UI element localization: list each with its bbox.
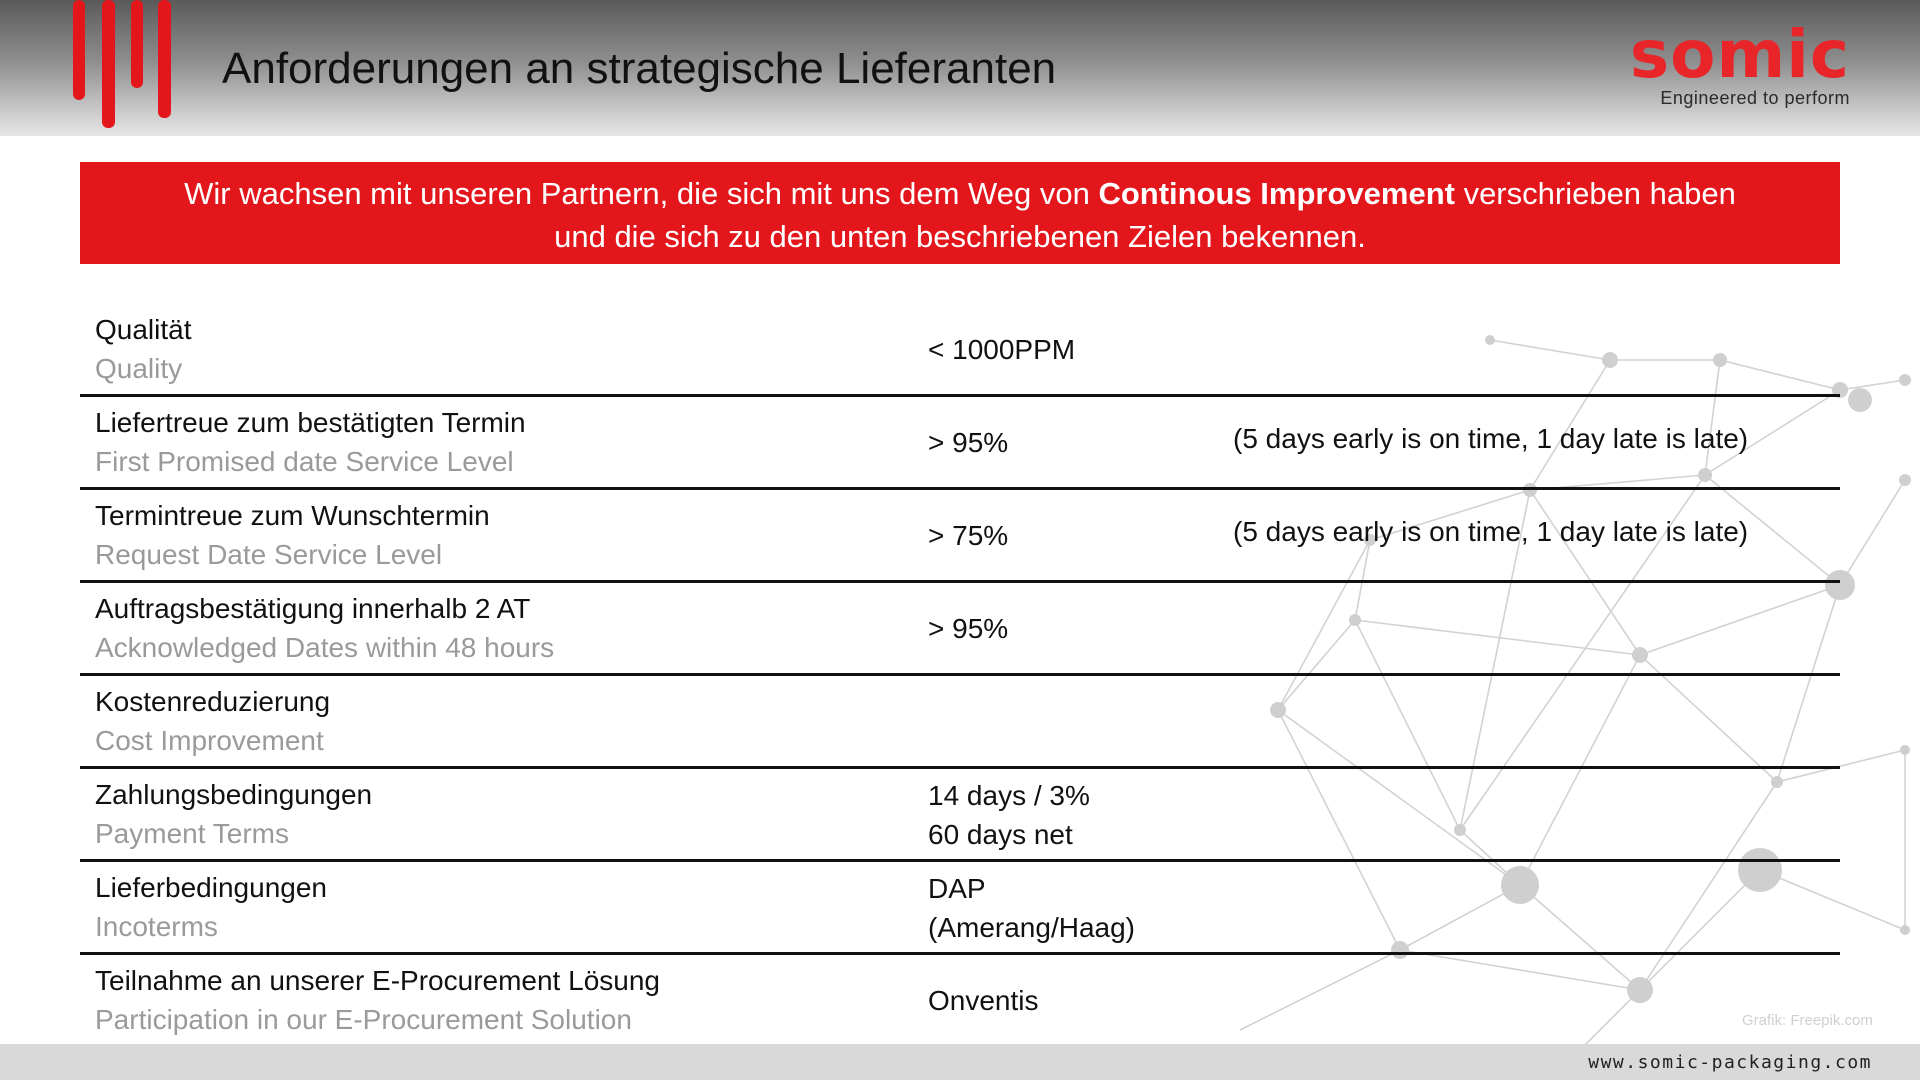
- requirement-label-de: Lieferbedingungen: [95, 872, 327, 903]
- table-row: Auftragsbestätigung innerhalb 2 AT Ackno…: [80, 583, 1840, 676]
- table-row: Zahlungsbedingungen Payment Terms 14 day…: [80, 769, 1840, 862]
- requirement-value: DAP (Amerang/Haag): [928, 869, 1135, 947]
- banner-line-2: und die sich zu den unten beschriebenen …: [554, 219, 1366, 254]
- requirement-label-de: Auftragsbestätigung innerhalb 2 AT: [95, 593, 531, 624]
- requirement-label-en: Participation in our E-Procurement Solut…: [95, 1004, 632, 1035]
- requirement-label-de: Termintreue zum Wunschtermin: [95, 500, 490, 531]
- requirement-label-de: Teilnahme an unserer E-Procurement Lösun…: [95, 965, 660, 996]
- requirement-value: Onventis: [928, 985, 1039, 1016]
- requirement-label-en: Incoterms: [95, 911, 218, 942]
- table-row: Teilnahme an unserer E-Procurement Lösun…: [80, 955, 1840, 1045]
- banner-text-post: verschrieben haben: [1454, 176, 1736, 211]
- requirement-label-en: Acknowledged Dates within 48 hours: [95, 632, 555, 663]
- requirement-value: 14 days / 3% 60 days net: [928, 776, 1090, 854]
- footer-url: www.somic-packaging.com: [1588, 1052, 1872, 1073]
- requirement-value: > 75%: [928, 520, 1009, 551]
- requirement-value-line-1: 14 days / 3%: [928, 780, 1090, 811]
- mission-banner: Wir wachsen mit unseren Partnern, die si…: [80, 162, 1840, 264]
- table-row: Liefertreue zum bestätigten Termin First…: [80, 397, 1840, 490]
- requirement-value-line-2: 60 days net: [928, 819, 1073, 850]
- requirement-label-de: Qualität: [95, 314, 192, 345]
- table-row: Termintreue zum Wunschtermin Request Dat…: [80, 490, 1840, 583]
- requirement-label-en: Quality: [95, 353, 183, 384]
- image-credit: Grafik: Freepik.com: [1742, 1012, 1873, 1029]
- requirement-value-line-2: (Amerang/Haag): [928, 912, 1135, 943]
- requirement-label-de: Liefertreue zum bestätigten Termin: [95, 407, 526, 438]
- page-title: Anforderungen an strategische Lieferante…: [222, 44, 1057, 93]
- banner-text-pre: Wir wachsen mit unseren Partnern, die si…: [184, 176, 1099, 211]
- footer-bar: www.somic-packaging.com: [0, 1044, 1920, 1080]
- table-row: Qualität Quality < 1000PPM: [80, 304, 1840, 397]
- banner-line-1: Wir wachsen mit unseren Partnern, die si…: [80, 172, 1840, 215]
- logo-tagline: Engineered to perform: [1660, 88, 1850, 108]
- requirement-label-en: Cost Improvement: [95, 725, 324, 756]
- requirement-label-de: Kostenreduzierung: [95, 686, 331, 717]
- banner-text-bold: Continous Improvement: [1098, 176, 1455, 211]
- requirement-value: > 95%: [928, 427, 1009, 458]
- requirement-value-line-1: DAP: [928, 873, 986, 904]
- header-bar: Anforderungen an strategische Lieferante…: [0, 0, 1920, 136]
- table-row: Kostenreduzierung Cost Improvement: [80, 676, 1840, 769]
- requirement-note: (5 days early is on time, 1 day late is …: [1233, 516, 1749, 547]
- table-row: Lieferbedingungen Incoterms DAP (Amerang…: [80, 862, 1840, 955]
- brand-bars-graphic: [73, 0, 171, 128]
- requirement-label-en: First Promised date Service Level: [95, 446, 514, 477]
- logo-wordmark: somic: [1629, 16, 1850, 93]
- somic-logo: somic Engineered to perform: [1630, 22, 1850, 114]
- requirement-value: > 95%: [928, 613, 1009, 644]
- requirement-label-en: Payment Terms: [95, 818, 289, 849]
- requirement-value: < 1000PPM: [928, 334, 1076, 365]
- requirements-table: Qualität Quality < 1000PPM Liefertreue z…: [80, 304, 1840, 1045]
- requirement-label-de: Zahlungsbedingungen: [95, 779, 373, 810]
- requirement-label-en: Request Date Service Level: [95, 539, 443, 570]
- requirement-note: (5 days early is on time, 1 day late is …: [1233, 423, 1749, 454]
- network-background-graphic: [1239, 335, 1911, 1050]
